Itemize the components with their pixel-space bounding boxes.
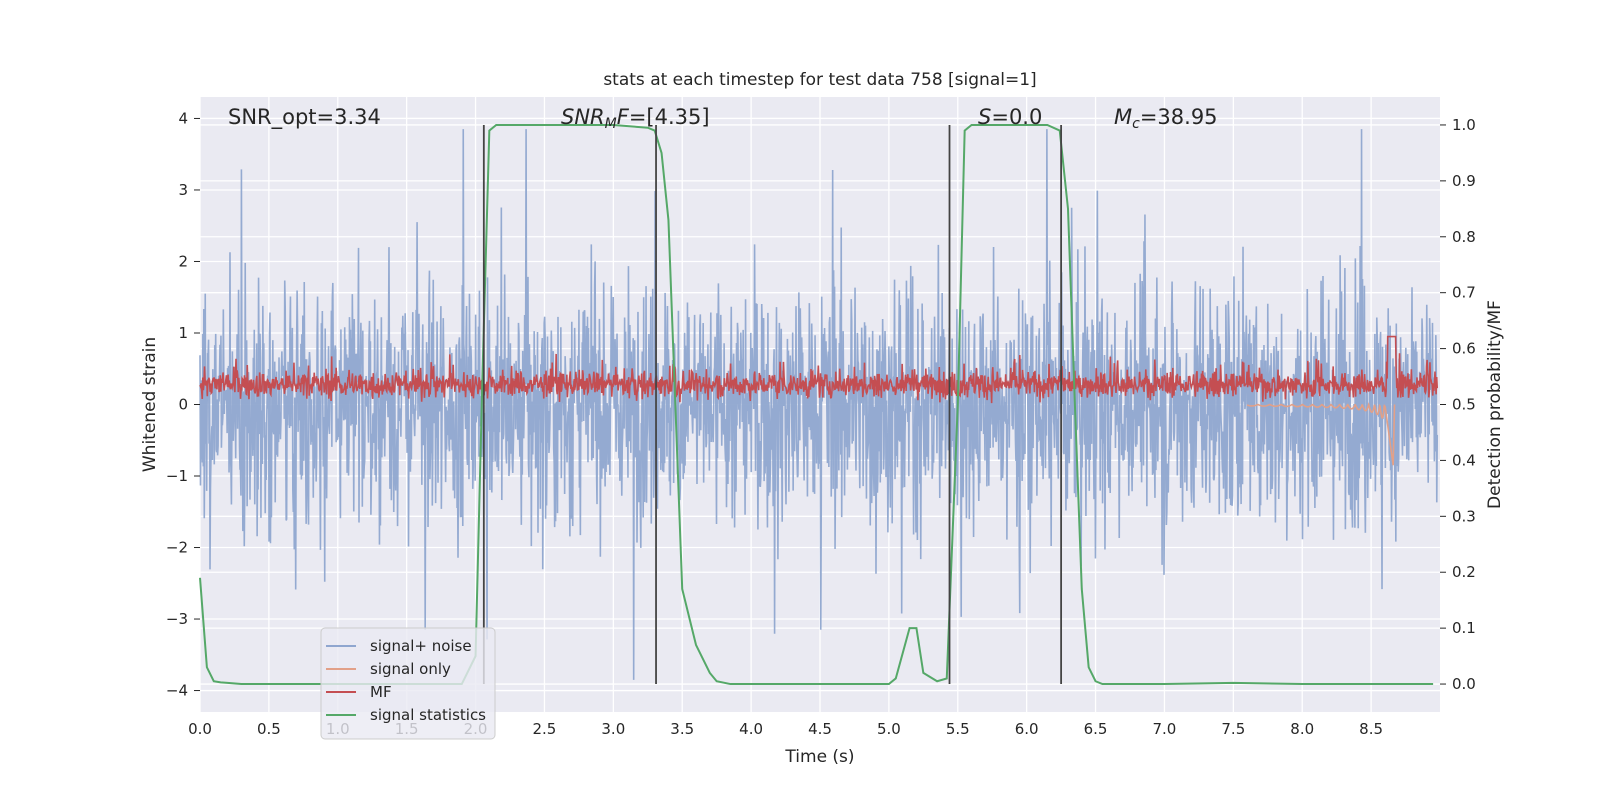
y-tick-label-left: −2 [166,539,188,557]
x-tick-label: 8.0 [1290,720,1314,738]
signal-only-line [1246,402,1396,466]
annotation-snr-mf-value: =[4.35] [629,105,710,129]
y-tick-label-right: 0.5 [1452,396,1476,414]
x-tick-label: 6.0 [1015,720,1039,738]
annotation-snr-mf-sub: M [605,116,617,132]
y-tick-label-left: 1 [178,324,188,342]
x-tick-label: 4.5 [808,720,832,738]
series-signal-only [1246,402,1396,466]
x-tick-label: 3.5 [670,720,694,738]
y-tick-label-right: 0.6 [1452,340,1476,358]
legend: signal+ noise signal only MF signal stat… [320,627,496,740]
x-tick-label: 5.5 [946,720,970,738]
chart-title: stats at each timestep for test data 758… [603,70,1036,90]
x-tick-label: 0.0 [188,720,212,738]
annotation-snr-opt: SNR_opt=3.34 [228,105,381,130]
legend-label-mf: MF [370,683,392,701]
y-tick-label-right: 0.3 [1452,507,1476,525]
y-tick-label-right: 1.0 [1452,116,1476,134]
y-tick-label-right: 0.4 [1452,451,1476,469]
y-tick-label-right: 0.9 [1452,172,1476,190]
x-axis-label: Time (s) [784,747,854,767]
mf-line [199,335,1439,404]
legend-label-signal-plus-noise: signal+ noise [370,637,472,655]
x-tick-label: 7.5 [1221,720,1245,738]
y-tick-label-left: −4 [166,682,188,700]
annotation-s-main: S [978,105,991,129]
x-tick-label: 4.0 [739,720,763,738]
x-tick-label: 0.5 [257,720,281,738]
legend-box [320,627,496,740]
legend-label-signal-only: signal only [370,660,451,678]
axis-ticks: 0.00.51.01.52.02.53.03.54.04.55.05.56.06… [166,109,1476,738]
annotation-snr-mf-main: SNR [561,105,605,129]
y-tick-label-right: 0.2 [1452,563,1476,581]
annotation-mc-sub: c [1132,116,1140,132]
y-tick-label-left: 4 [178,109,188,127]
annotation-mc-value: =38.95 [1140,105,1218,129]
y-tick-label-right: 0.8 [1452,228,1476,246]
y-tick-label-left: 3 [178,181,188,199]
x-tick-label: 7.0 [1153,720,1177,738]
y-tick-label-right: 0.7 [1452,284,1476,302]
series-mf [199,335,1439,404]
x-tick-label: 5.0 [877,720,901,738]
y-tick-label-left: 0 [178,396,188,414]
annotation-mc: Mc=38.95 [1114,105,1218,132]
y-tick-label-left: 2 [178,252,188,270]
vertical-markers [482,124,1063,685]
x-tick-label: 3.0 [601,720,625,738]
annotation-mc-main: M [1114,105,1132,129]
x-tick-label: 6.5 [1084,720,1108,738]
annotation-snr-mf: SNRMF=[4.35] [561,105,710,132]
annotation-s-value: =0.0 [991,105,1042,129]
x-tick-label: 8.5 [1359,720,1383,738]
y-axis-label-right: Detection probability/MF [1485,300,1505,509]
annotation-s: S=0.0 [978,105,1042,129]
y-axis-label-left: Whitened strain [140,337,160,472]
y-tick-label-right: 0.0 [1452,675,1476,693]
legend-label-signal-statistics: signal statistics [370,706,486,724]
y-tick-label-left: −1 [166,467,188,485]
y-tick-label-right: 0.1 [1452,619,1476,637]
annotation-snr-mf-tail: F [617,105,630,129]
y-tick-label-left: −3 [166,610,188,628]
x-tick-label: 2.5 [533,720,557,738]
